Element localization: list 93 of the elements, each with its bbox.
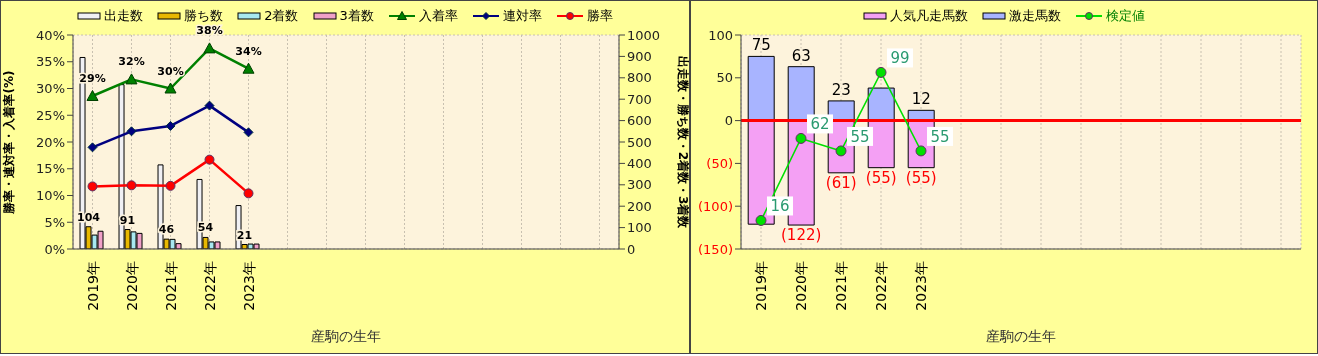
point — [204, 154, 215, 165]
y-tick-label: 25% — [36, 107, 65, 123]
data-label: 21 — [236, 228, 253, 242]
legend-label: 激走馬数 — [1008, 7, 1061, 25]
data-label: (122) — [781, 226, 822, 245]
point — [795, 132, 807, 144]
point — [242, 62, 255, 74]
y2-tick-label: 600 — [627, 113, 652, 129]
point — [203, 42, 216, 54]
x-tick-label: 2022年 — [873, 261, 889, 311]
x-tick-label: 2023年 — [913, 261, 929, 311]
y-tick-label: 35% — [36, 54, 65, 70]
legend-label: 検定値 — [1105, 7, 1145, 25]
y2-tick-label: 300 — [627, 177, 652, 193]
y-tick-label: 15% — [36, 161, 65, 177]
point — [126, 126, 137, 137]
y2-tick-label: 200 — [627, 198, 652, 214]
y2-tick-label: 500 — [627, 134, 652, 150]
data-label: 75 — [751, 36, 771, 55]
data-label: 62 — [810, 115, 830, 134]
point — [87, 181, 98, 192]
legend-label: 3着数 — [338, 7, 374, 25]
data-label: (61) — [825, 173, 857, 192]
y-tick-label: 100 — [708, 27, 733, 43]
x-tick-label: 2020年 — [793, 261, 809, 311]
y2-tick-label: 1000 — [627, 27, 661, 43]
data-label: 91 — [119, 213, 136, 227]
data-label: 104 — [77, 210, 101, 224]
point — [835, 145, 847, 157]
y-tick-label: (150) — [698, 241, 733, 257]
legend-label: 2着数 — [263, 7, 299, 25]
point — [87, 142, 98, 153]
point — [755, 214, 767, 226]
data-label: 34% — [235, 44, 262, 58]
data-label: (55) — [905, 168, 937, 187]
data-label: 16 — [770, 197, 790, 216]
x-tick-label: 2022年 — [201, 261, 218, 311]
legend-label: 人気凡走馬数 — [889, 7, 968, 25]
legend-label: 出走数 — [103, 7, 144, 25]
y2-tick-label: 900 — [627, 48, 652, 64]
x-tick-label: 2023年 — [240, 261, 257, 311]
point — [204, 100, 215, 111]
data-label: 29% — [79, 71, 106, 85]
x-axis-title: 産駒の生年 — [986, 328, 1056, 344]
x-tick-label: 2019年 — [753, 261, 769, 311]
y-tick-label: 10% — [36, 188, 65, 203]
bar — [747, 55, 775, 122]
data-label: 99 — [890, 49, 910, 68]
y-tick-label: 5% — [44, 214, 65, 230]
legend-label: 勝ち数 — [183, 7, 224, 25]
point — [125, 73, 138, 85]
data-label: 30% — [157, 64, 184, 78]
point — [86, 89, 99, 101]
point — [243, 188, 254, 199]
legend-label: 入着率 — [417, 7, 458, 25]
point — [126, 180, 137, 191]
y2-tick-label: 700 — [627, 91, 652, 107]
y-tick-label: 20% — [36, 134, 65, 150]
x-tick-label: 2021年 — [833, 261, 849, 311]
y2-tick-label: 400 — [627, 155, 652, 171]
point — [243, 127, 254, 138]
y2-tick-label: 0 — [627, 241, 636, 257]
data-label: 12 — [911, 90, 931, 109]
data-label: 38% — [196, 24, 223, 38]
y2-tick-label: 800 — [627, 70, 652, 86]
data-label: 54 — [197, 221, 214, 235]
y-axis-title: 勝率・連対率・入着率(%) — [2, 70, 17, 215]
data-label: 23 — [831, 80, 851, 99]
y-tick-label: 40% — [36, 27, 65, 43]
y2-tick-label: 100 — [627, 220, 652, 236]
legend-label: 連対率 — [501, 7, 542, 25]
point — [875, 66, 887, 78]
data-label: 46 — [158, 223, 175, 237]
x-axis-title: 産駒の生年 — [311, 328, 381, 344]
legend-label: 勝率 — [585, 7, 613, 25]
point — [165, 180, 176, 191]
data-label: 32% — [118, 55, 145, 69]
y-tick-label: 30% — [36, 81, 65, 96]
x-tick-label: 2019年 — [84, 261, 101, 311]
x-tick-label: 2020年 — [123, 261, 140, 311]
y-tick-label: 0 — [724, 113, 733, 129]
point — [165, 120, 176, 131]
y2-axis-title: 出走数・勝ち数・2着数・3着数 — [675, 55, 690, 230]
data-label: (55) — [865, 168, 897, 187]
y-tick-label: 0% — [44, 241, 65, 257]
y-tick-label: (50) — [706, 155, 733, 171]
point — [164, 82, 177, 94]
data-label: 55 — [930, 127, 950, 146]
y-tick-label: (100) — [698, 198, 733, 214]
y-tick-label: 50 — [716, 70, 733, 86]
x-tick-label: 2021年 — [162, 261, 179, 311]
data-label: 55 — [850, 127, 870, 146]
data-label: 63 — [791, 46, 811, 65]
